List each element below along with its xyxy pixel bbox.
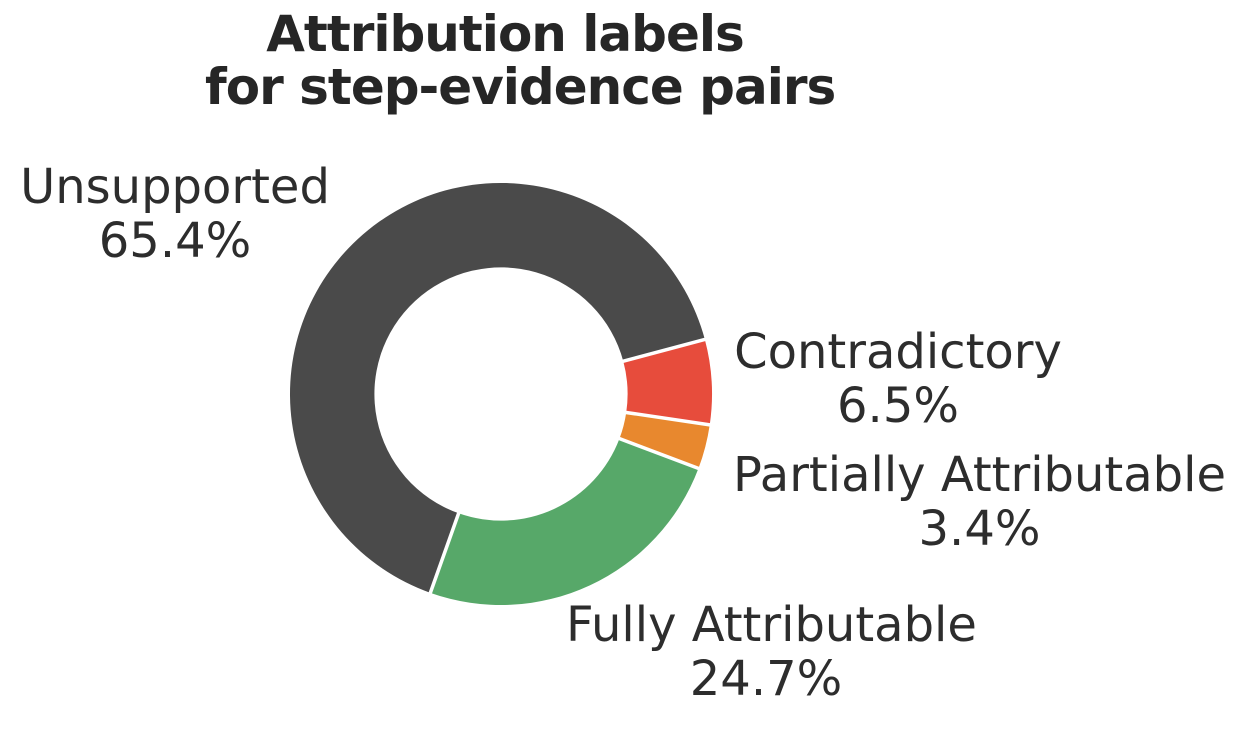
label-contradictory-pct: 6.5% bbox=[837, 378, 959, 434]
label-contradictory-name: Contradictory bbox=[734, 324, 1062, 380]
chart-title-line-1: Attribution labels bbox=[266, 5, 745, 63]
wedge-divider bbox=[624, 410, 711, 427]
label-unsupported: Unsupported 65.4% bbox=[0, 160, 350, 268]
label-partially-attributable-name: Partially Attributable bbox=[732, 447, 1226, 503]
wedge-contradictory bbox=[623, 339, 713, 425]
label-fully-attributable-name: Fully Attributable bbox=[566, 597, 977, 653]
label-unsupported-pct: 65.4% bbox=[98, 213, 252, 269]
label-unsupported-name: Unsupported bbox=[20, 159, 330, 215]
label-partially-attributable: Partially Attributable 3.4% bbox=[705, 448, 1254, 556]
chart-title: Attribution labels for step-evidence pai… bbox=[205, 5, 836, 116]
chart-title-line-2: for step-evidence pairs bbox=[205, 58, 836, 116]
wedge-partially-attributable bbox=[619, 412, 710, 469]
wedge-unsupported bbox=[289, 182, 705, 593]
label-fully-attributable-pct: 24.7% bbox=[689, 651, 843, 707]
wedge-divider bbox=[621, 337, 707, 364]
donut-wedges bbox=[289, 182, 713, 605]
label-fully-attributable: Fully Attributable 24.7% bbox=[566, 597, 977, 707]
label-contradictory: Contradictory 6.5% bbox=[713, 325, 1083, 433]
wedge-divider bbox=[428, 511, 461, 595]
wedge-fully-attributable bbox=[430, 438, 699, 605]
label-partially-attributable-pct: 3.4% bbox=[918, 501, 1041, 557]
wedge-divider bbox=[617, 436, 701, 471]
